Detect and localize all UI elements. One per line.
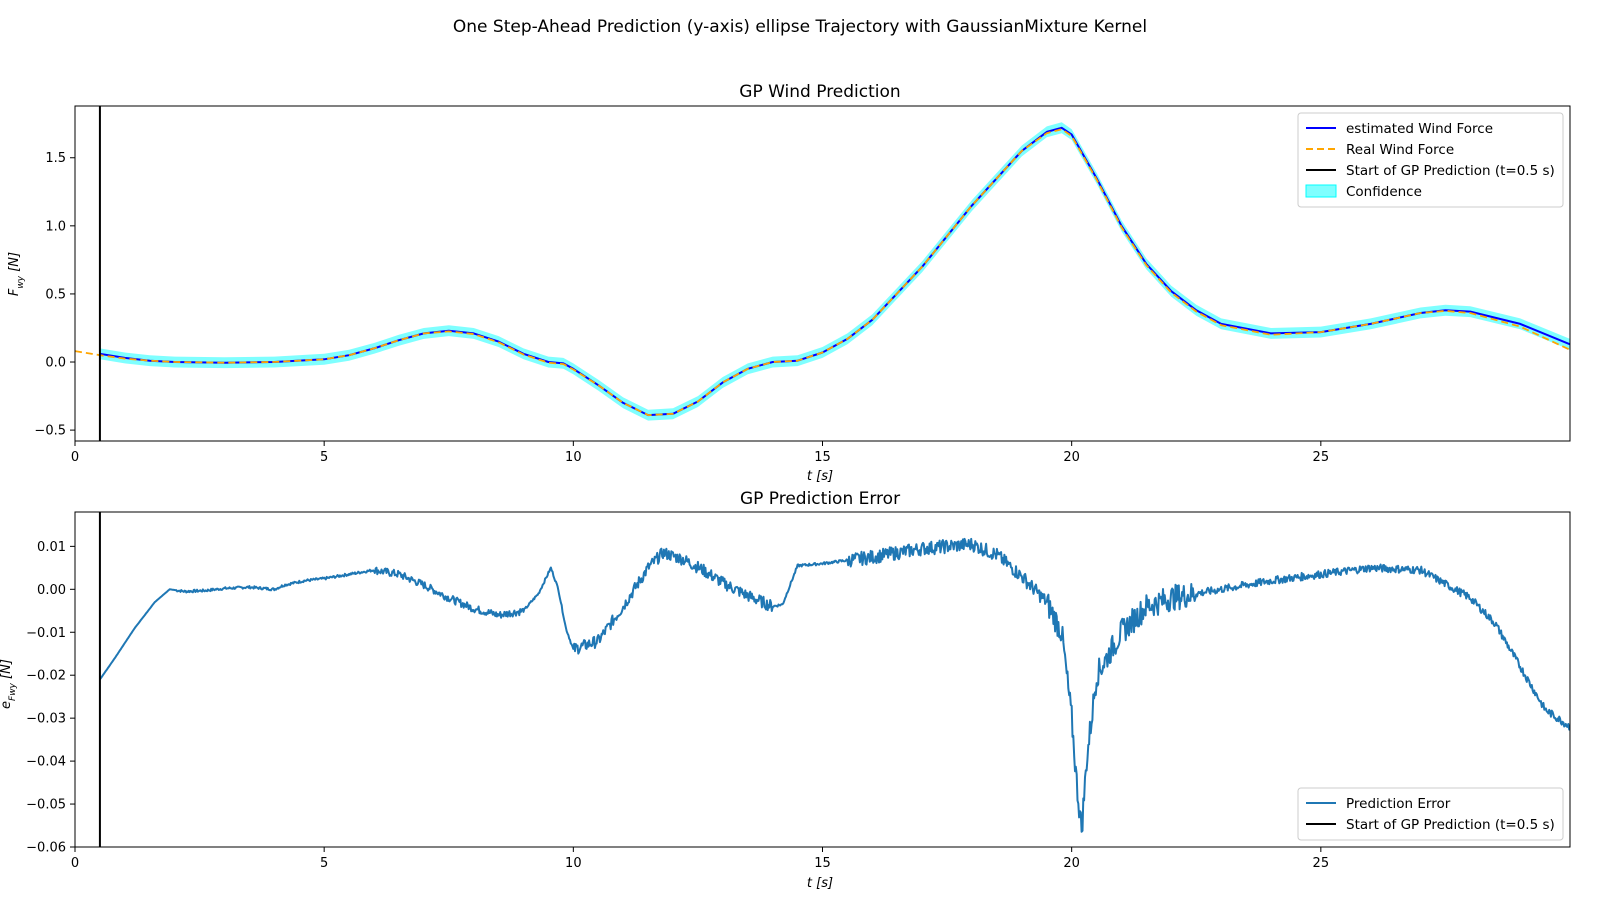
error-xaxis-label: t [s] <box>807 876 833 891</box>
panel-title-wind-prediction: GP Wind Prediction <box>739 82 900 102</box>
y-tick-label: 0.00 <box>37 583 66 598</box>
x-tick-label: 15 <box>814 856 831 871</box>
x-tick-label: 25 <box>1313 450 1330 465</box>
panel-title-prediction-error: GP Prediction Error <box>740 489 900 509</box>
prediction-error-plot-area: 0 5 10 15 20 25 −0.06 −0.05 −0.04 −0.03 −0.02 −0.01… <box>26 511 1571 871</box>
wind-xaxis-label: t [s] <box>807 469 833 484</box>
x-tick-label: 0 <box>71 856 79 871</box>
plot-clip-group <box>75 106 1570 441</box>
x-tick-label: 25 <box>1313 856 1330 871</box>
wind-prediction-plot-area: 0 5 10 15 20 25 −0.5 0.0 0.5 1.0 1.5 estimated Wind… <box>34 105 1571 465</box>
legend-label: Real Wind Force <box>1346 142 1454 158</box>
legend-label: estimated Wind Force <box>1346 121 1493 137</box>
y-tick-label: −0.02 <box>26 669 66 684</box>
legend: estimated Wind Force Real Wind Force Start… <box>1297 112 1564 208</box>
y-tick-label: 1.0 <box>45 219 66 234</box>
legend-label: Confidence <box>1346 184 1422 200</box>
figure-suptitle: One Step-Ahead Prediction (y-axis) ellip… <box>453 17 1147 37</box>
y-tick-label: 0.0 <box>45 356 66 371</box>
legend-box <box>1297 787 1564 841</box>
x-tick-label: 10 <box>565 856 582 871</box>
y-tick-label: −0.05 <box>26 798 66 813</box>
x-tick-label: 5 <box>320 856 328 871</box>
y-tick-label: −0.01 <box>26 626 66 641</box>
prediction-error-panel: GP Prediction Error 0 5 10 15 20 25 −0.06 −0.05… <box>0 489 1571 891</box>
y-tick-label: 1.5 <box>45 151 66 166</box>
x-tick-label: 20 <box>1063 856 1080 871</box>
y-tick-label: −0.04 <box>26 755 66 770</box>
series-line-1 <box>99 537 1570 833</box>
legend-box <box>1297 112 1564 208</box>
x-tick-label: 0 <box>71 450 79 465</box>
y-tick-label: 0.01 <box>37 540 66 555</box>
series-line-2 <box>75 128 1570 416</box>
x-tick-label: 5 <box>320 450 328 465</box>
wind-yaxis-label: Fwy [N] <box>7 252 26 296</box>
legend-swatch <box>1305 184 1337 198</box>
x-tick-label: 15 <box>814 450 831 465</box>
legend-label: Prediction Error <box>1346 796 1451 812</box>
legend: Prediction Error Start of GP Prediction (… <box>1297 787 1564 841</box>
x-tick-label: 10 <box>565 450 582 465</box>
series-line-1 <box>99 126 1570 417</box>
y-tick-label: −0.03 <box>26 712 66 727</box>
plot-clip-group <box>98 512 1570 847</box>
error-yaxis-label: eFwy [N] <box>0 659 18 709</box>
y-tick-label: 0.5 <box>45 287 66 302</box>
x-tick-label: 20 <box>1063 450 1080 465</box>
wind-prediction-panel: GP Wind Prediction 0 5 10 15 20 25 −0.5 0.0 0.5 1… <box>7 82 1571 484</box>
y-tick-label: −0.06 <box>26 841 66 856</box>
legend-label: Start of GP Prediction (t=0.5 s) <box>1346 163 1555 179</box>
y-tick-label: −0.5 <box>34 424 66 439</box>
legend-label: Start of GP Prediction (t=0.5 s) <box>1346 817 1555 833</box>
